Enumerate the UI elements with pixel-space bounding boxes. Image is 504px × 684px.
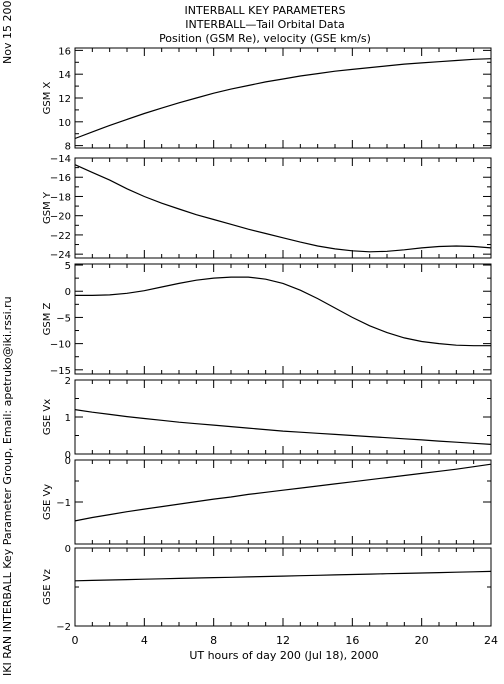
y-tick-label: −1 bbox=[56, 498, 71, 509]
x-tick-label: 4 bbox=[141, 634, 148, 647]
panel-frame bbox=[74, 379, 492, 455]
y-tick-label: −16 bbox=[50, 173, 71, 184]
y-axis-label: GSM Z bbox=[42, 302, 53, 335]
y-tick-label: −2 bbox=[56, 622, 71, 633]
y-tick-label: −22 bbox=[50, 231, 71, 242]
y-axis-label: GSM X bbox=[42, 81, 53, 114]
date-label: Nov 15 2000 bbox=[1, 0, 14, 64]
y-tick-label: 12 bbox=[58, 94, 71, 105]
series-line bbox=[74, 409, 492, 445]
y-tick-label: 0 bbox=[65, 456, 71, 467]
series-line bbox=[74, 58, 492, 140]
y-tick-label: 14 bbox=[58, 70, 71, 81]
y-tick-label: −20 bbox=[50, 212, 71, 223]
x-tick-label: 24 bbox=[484, 634, 498, 647]
series-line bbox=[74, 164, 492, 253]
x-tick-label: 12 bbox=[276, 634, 290, 647]
x-tick-label: 0 bbox=[72, 634, 79, 647]
figure-title-line3: Position (GSM Re), velocity (GSE km/s) bbox=[159, 32, 371, 45]
panel-frame bbox=[74, 263, 492, 375]
x-tick-label: 8 bbox=[210, 634, 217, 647]
y-tick-label: 0 bbox=[65, 544, 71, 555]
y-tick-label: 0 bbox=[65, 287, 71, 298]
y-tick-label: 2 bbox=[65, 376, 71, 387]
y-tick-label: 16 bbox=[58, 46, 71, 57]
y-tick-label: −5 bbox=[56, 313, 71, 324]
figure-title-line2: INTERBALL—Tail Orbital Data bbox=[185, 18, 344, 31]
panel-frame bbox=[74, 157, 492, 259]
figure-title-line1: INTERBALL KEY PARAMETERS bbox=[185, 4, 346, 17]
series-line bbox=[75, 276, 491, 347]
y-tick-label: −18 bbox=[50, 192, 71, 203]
y-axis-label: GSE Vy bbox=[42, 484, 53, 520]
x-axis-label: UT hours of day 200 (Jul 18), 2000 bbox=[189, 649, 378, 662]
series-line bbox=[74, 463, 492, 522]
credit-label: IKI RAN INTERBALL Key Parameter Group, E… bbox=[1, 296, 14, 676]
y-tick-label: −14 bbox=[50, 154, 71, 165]
x-tick-label: 20 bbox=[415, 634, 429, 647]
y-axis-label: GSE Vx bbox=[42, 399, 53, 435]
y-tick-label: 8 bbox=[65, 142, 71, 153]
series-line bbox=[74, 570, 492, 582]
y-axis-label: GSE Vz bbox=[42, 569, 53, 605]
y-tick-label: 1 bbox=[65, 413, 71, 424]
y-tick-label: 10 bbox=[58, 118, 71, 129]
y-axis-label: GSM Y bbox=[42, 191, 53, 224]
panel-frame bbox=[74, 547, 492, 627]
y-tick-label: 5 bbox=[65, 261, 71, 272]
y-tick-label: −24 bbox=[50, 250, 71, 261]
y-tick-label: −10 bbox=[50, 340, 71, 351]
x-tick-label: 16 bbox=[345, 634, 359, 647]
y-tick-label: −15 bbox=[50, 366, 71, 377]
y-tick-label: 0 bbox=[65, 450, 71, 461]
